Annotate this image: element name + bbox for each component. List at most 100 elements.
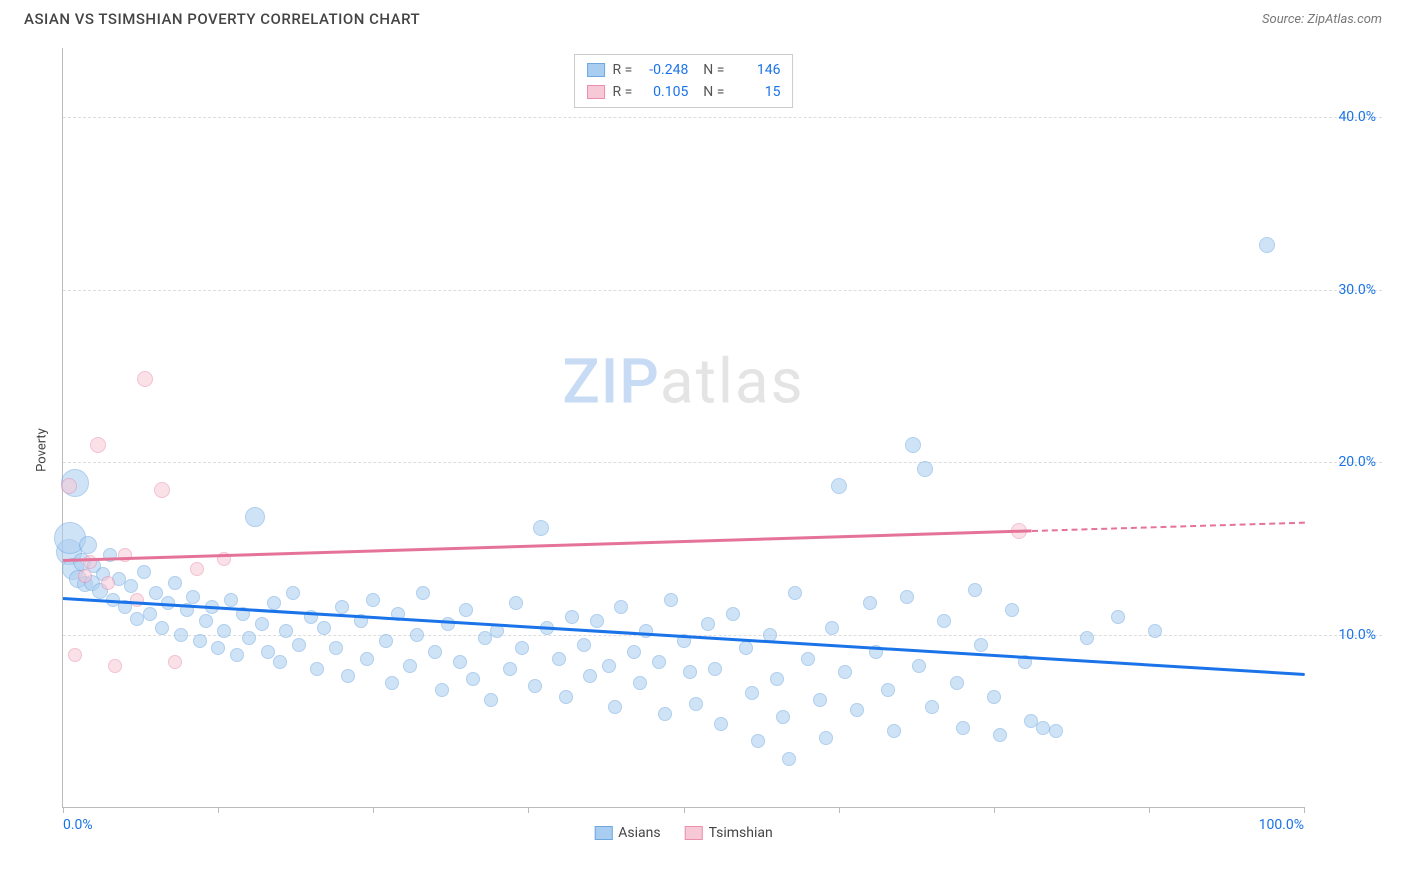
data-point	[108, 659, 122, 673]
r-label: R =	[613, 59, 633, 81]
watermark-zip: ZIP	[562, 345, 660, 418]
legend-item: Asians	[594, 825, 660, 841]
data-point	[515, 641, 529, 655]
legend-label: Tsimshian	[709, 825, 773, 841]
data-point	[261, 645, 275, 659]
data-point	[533, 520, 549, 536]
watermark: ZIPatlas	[562, 345, 804, 418]
data-point	[801, 652, 815, 666]
data-point	[366, 593, 380, 607]
data-point	[887, 724, 901, 738]
data-point	[503, 662, 517, 676]
data-point	[925, 700, 939, 714]
data-point	[168, 576, 182, 590]
data-point	[614, 600, 628, 614]
data-point	[317, 621, 331, 635]
data-point	[143, 607, 157, 621]
data-point	[329, 641, 343, 655]
data-point	[211, 641, 225, 655]
data-point	[335, 600, 349, 614]
x-tick	[63, 807, 64, 813]
data-point	[441, 617, 455, 631]
data-point	[608, 700, 622, 714]
data-point	[186, 590, 200, 604]
data-point	[79, 536, 97, 554]
legend-swatch	[587, 85, 605, 99]
r-value: -0.248	[640, 59, 688, 81]
data-point	[726, 607, 740, 621]
data-point	[552, 652, 566, 666]
data-point	[974, 638, 988, 652]
data-point	[217, 624, 231, 638]
data-point	[459, 603, 473, 617]
data-point	[245, 507, 265, 527]
data-point	[137, 565, 151, 579]
data-point	[900, 590, 914, 604]
data-point	[813, 693, 827, 707]
data-point	[831, 478, 847, 494]
data-point	[912, 659, 926, 673]
data-point	[360, 652, 374, 666]
data-point	[403, 659, 417, 673]
n-value: 146	[732, 59, 780, 81]
data-point	[825, 621, 839, 635]
data-point	[199, 614, 213, 628]
n-label: N =	[696, 59, 724, 81]
r-value: 0.105	[640, 81, 688, 103]
data-point	[905, 437, 921, 453]
data-point	[993, 728, 1007, 742]
watermark-atlas: atlas	[660, 345, 805, 418]
data-point	[863, 596, 877, 610]
data-point	[881, 683, 895, 697]
series-legend: Asians Tsimshian	[594, 825, 773, 841]
x-tick	[839, 807, 840, 813]
data-point	[428, 645, 442, 659]
legend-item: Tsimshian	[685, 825, 773, 841]
data-point	[658, 707, 672, 721]
data-point	[273, 655, 287, 669]
data-point	[78, 569, 92, 583]
data-point	[435, 683, 449, 697]
data-point	[154, 482, 170, 498]
data-point	[583, 669, 597, 683]
data-point	[255, 617, 269, 631]
legend-label: Asians	[618, 825, 660, 841]
x-tick	[373, 807, 374, 813]
data-point	[968, 583, 982, 597]
source-label: Source: ZipAtlas.com	[1262, 12, 1382, 27]
data-point	[782, 752, 796, 766]
x-tick	[1149, 807, 1150, 813]
data-point	[292, 638, 306, 652]
data-point	[633, 676, 647, 690]
data-point	[267, 596, 281, 610]
x-tick-label: 0.0%	[63, 817, 93, 833]
data-point	[987, 690, 1001, 704]
y-axis-label: Poverty	[34, 428, 49, 472]
y-tick-label: 20.0%	[1338, 454, 1376, 470]
gridline	[63, 117, 1382, 118]
data-point	[341, 669, 355, 683]
legend-swatch	[587, 63, 605, 77]
data-point	[124, 579, 138, 593]
chart-title: ASIAN VS TSIMSHIAN POVERTY CORRELATION C…	[24, 10, 420, 28]
data-point	[379, 634, 393, 648]
data-point	[739, 641, 753, 655]
data-point	[453, 655, 467, 669]
data-point	[664, 593, 678, 607]
data-point	[701, 617, 715, 631]
n-label: N =	[696, 81, 724, 103]
data-point	[819, 731, 833, 745]
legend-row: R =0.105 N =15	[587, 81, 781, 103]
data-point	[174, 628, 188, 642]
data-point	[950, 676, 964, 690]
n-value: 15	[732, 81, 780, 103]
data-point	[770, 672, 784, 686]
data-point	[286, 586, 300, 600]
data-point	[61, 478, 77, 494]
data-point	[776, 710, 790, 724]
scatter-plot: ZIPatlas R =-0.248 N =146R =0.105 N =15 …	[62, 48, 1304, 808]
data-point	[168, 655, 182, 669]
data-point	[193, 634, 207, 648]
data-point	[788, 586, 802, 600]
data-point	[627, 645, 641, 659]
